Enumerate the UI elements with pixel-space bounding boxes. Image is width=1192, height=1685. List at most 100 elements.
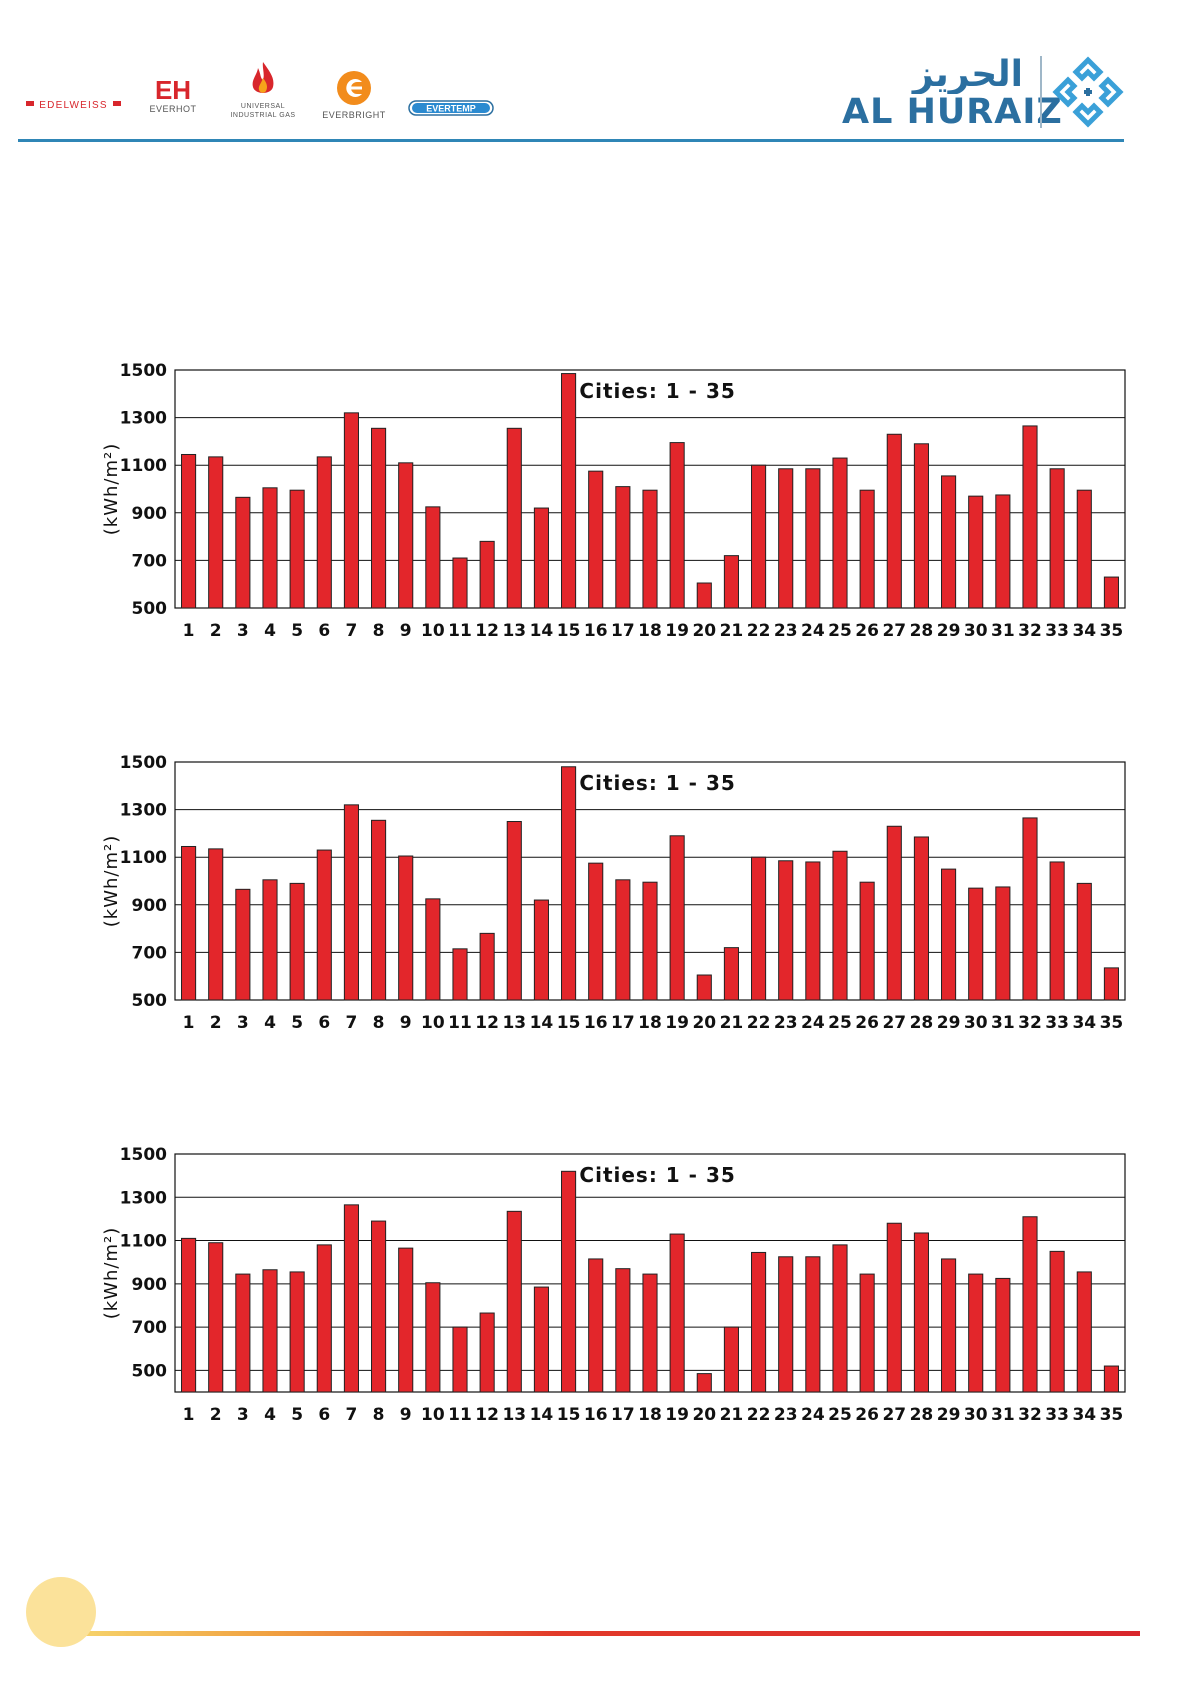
x-tick-label: 27 xyxy=(882,1013,906,1033)
bar xyxy=(778,1256,794,1393)
bar xyxy=(208,848,224,1001)
bar xyxy=(561,766,577,1001)
x-tick-label: 32 xyxy=(1018,621,1042,641)
bar xyxy=(913,836,929,1001)
bar xyxy=(533,507,549,609)
bar xyxy=(751,856,767,1001)
everhot-logo: EH EVERHOT xyxy=(147,76,199,114)
bar xyxy=(832,457,848,609)
x-tick-label: 1 xyxy=(183,1013,195,1033)
y-axis-label: (kWh/m²) xyxy=(101,835,122,928)
x-tick-label: 16 xyxy=(584,1405,608,1425)
bar xyxy=(805,468,821,609)
bar xyxy=(669,442,685,609)
x-tick-label: 4 xyxy=(264,1405,276,1425)
al-huraiz-wordmark: AL HURAIZ xyxy=(842,92,1063,132)
x-tick-label: 30 xyxy=(964,1405,988,1425)
x-tick-label: 20 xyxy=(692,1405,716,1425)
footer-line xyxy=(80,1631,1140,1636)
bar xyxy=(1049,1250,1065,1393)
y-tick-label: 1500 xyxy=(120,753,167,773)
x-tick-label: 24 xyxy=(801,1013,825,1033)
y-tick-label: 1500 xyxy=(120,361,167,381)
bar xyxy=(1076,882,1092,1001)
x-tick-label: 29 xyxy=(937,1405,961,1425)
bar xyxy=(289,489,305,609)
x-tick-label: 15 xyxy=(557,621,581,641)
x-tick-label: 34 xyxy=(1072,621,1096,641)
bar xyxy=(1022,425,1038,609)
bar xyxy=(1022,1216,1038,1393)
x-tick-label: 21 xyxy=(720,1013,744,1033)
bar xyxy=(316,849,332,1001)
bar xyxy=(615,879,631,1001)
x-tick-label: 22 xyxy=(747,621,771,641)
bar xyxy=(208,456,224,609)
x-tick-label: 11 xyxy=(448,1013,472,1033)
x-tick-label: 13 xyxy=(502,1405,526,1425)
x-tick-label: 19 xyxy=(665,621,689,641)
bar xyxy=(425,506,441,609)
bar xyxy=(615,486,631,609)
x-tick-label: 10 xyxy=(421,1405,445,1425)
bar xyxy=(316,1244,332,1393)
bar xyxy=(751,1251,767,1393)
bar xyxy=(995,1277,1011,1393)
bar xyxy=(941,868,957,1001)
x-tick-label: 21 xyxy=(720,621,744,641)
x-tick-label: 19 xyxy=(665,1013,689,1033)
al-huraiz-emblem-icon xyxy=(1050,54,1126,130)
x-tick-label: 18 xyxy=(638,1405,662,1425)
bar xyxy=(941,1258,957,1393)
bar xyxy=(642,881,658,1001)
y-tick-label: 900 xyxy=(132,504,168,524)
bar xyxy=(1103,967,1119,1001)
bar xyxy=(398,462,414,609)
x-tick-label: 28 xyxy=(910,621,934,641)
everhot-label: EVERHOT xyxy=(149,104,197,114)
bar xyxy=(723,555,739,609)
x-tick-label: 3 xyxy=(237,621,249,641)
x-tick-label: 18 xyxy=(638,621,662,641)
bar xyxy=(1049,468,1065,609)
bar xyxy=(696,974,712,1001)
bar xyxy=(968,1273,984,1393)
bar xyxy=(1076,1271,1092,1393)
y-axis-label: (kWh/m²) xyxy=(101,1227,122,1320)
bar xyxy=(669,1233,685,1393)
y-tick-label: 900 xyxy=(132,1275,168,1295)
x-tick-label: 10 xyxy=(421,621,445,641)
x-tick-label: 12 xyxy=(475,621,499,641)
x-tick-label: 21 xyxy=(720,1405,744,1425)
x-tick-label: 7 xyxy=(346,1405,358,1425)
x-tick-label: 12 xyxy=(475,1405,499,1425)
x-tick-label: 3 xyxy=(237,1013,249,1033)
evertemp-logo: EVERTEMP xyxy=(408,100,494,116)
x-tick-label: 33 xyxy=(1045,1013,1069,1033)
page-header: EDELWEISS EH EVERHOT UNIVERSAL INDUSTRIA… xyxy=(0,0,1192,150)
x-tick-label: 27 xyxy=(882,1405,906,1425)
y-tick-label: 1100 xyxy=(120,456,167,476)
bar xyxy=(506,427,522,609)
x-tick-label: 3 xyxy=(237,1405,249,1425)
bar xyxy=(181,453,197,609)
x-tick-label: 33 xyxy=(1045,621,1069,641)
x-tick-label: 12 xyxy=(475,1013,499,1033)
bar xyxy=(832,1244,848,1393)
x-tick-label: 10 xyxy=(421,1013,445,1033)
y-tick-label: 1100 xyxy=(120,1232,167,1252)
x-tick-label: 5 xyxy=(291,1405,303,1425)
bar xyxy=(479,540,495,609)
x-tick-label: 35 xyxy=(1100,621,1124,641)
x-tick-label: 34 xyxy=(1072,1013,1096,1033)
y-axis-label: (kWh/m²) xyxy=(101,443,122,536)
x-tick-label: 19 xyxy=(665,1405,689,1425)
x-tick-label: 2 xyxy=(210,1405,222,1425)
bar xyxy=(886,433,902,609)
bar xyxy=(913,443,929,609)
x-tick-label: 11 xyxy=(448,1405,472,1425)
bar xyxy=(289,882,305,1001)
bar xyxy=(723,947,739,1001)
bar xyxy=(262,487,278,609)
x-tick-label: 8 xyxy=(373,1405,385,1425)
